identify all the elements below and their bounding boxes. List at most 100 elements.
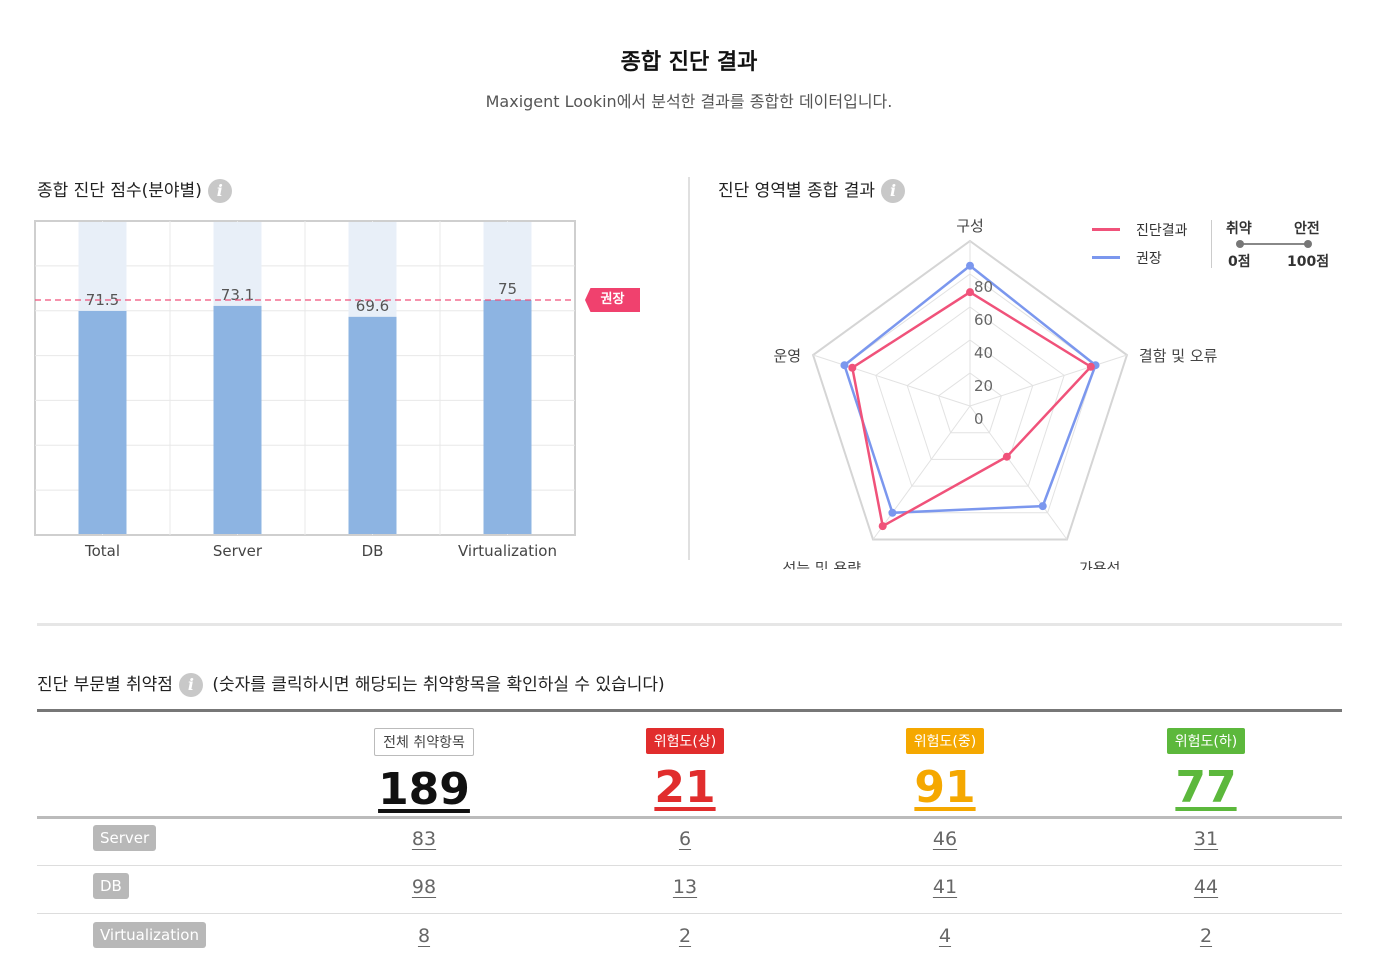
cell-virtualization-high[interactable]: 2: [678, 925, 692, 947]
summary-high-label: 위험도(상): [645, 728, 725, 754]
legend-result-swatch: [1092, 228, 1120, 231]
radar-section-title-text: 진단 영역별 종합 결과: [718, 181, 875, 201]
scale-max-label: 100점: [1287, 254, 1330, 270]
cell-virtualization-total[interactable]: 8: [417, 925, 431, 947]
radar-point: [878, 522, 887, 531]
row-divider: [37, 865, 1342, 866]
radar-tick-label: 20: [974, 377, 993, 395]
cell-server-high[interactable]: 6: [678, 828, 692, 850]
cell-db-low[interactable]: 44: [1193, 876, 1219, 898]
cell-db-total[interactable]: 98: [411, 876, 437, 898]
bar-section-title: 종합 진단 점수(분야별) i: [37, 176, 232, 203]
radar-spoke: [969, 405, 1068, 540]
cell-server-medium[interactable]: 46: [932, 828, 958, 850]
radar-axis-label: 성능 및 용량: [782, 559, 861, 570]
radar-series-line: [843, 264, 1098, 515]
summary-high-value[interactable]: 21: [654, 762, 716, 813]
summary-medium-value[interactable]: 91: [914, 762, 976, 813]
bar-category-label: Virtualization: [458, 542, 557, 560]
radar-tick-label: 80: [974, 278, 993, 296]
summary-low-value[interactable]: 77: [1175, 762, 1237, 813]
bar-chart-bars: 71.5 73.1 69.6 75: [35, 222, 575, 534]
table-row-server: Server: [93, 825, 157, 851]
radar-point: [848, 363, 857, 372]
row-tag-server: Server: [93, 825, 157, 851]
info-icon[interactable]: i: [178, 673, 203, 697]
cell-db-medium[interactable]: 41: [932, 876, 958, 898]
bar-value-label: 71.5: [86, 291, 119, 309]
summary-total: 전체 취약항목 189: [324, 728, 524, 816]
row-tag-virtualization: Virtualization: [93, 922, 206, 948]
page-title: 종합 진단 결과: [620, 50, 758, 75]
table-row-db: DB: [93, 873, 129, 899]
cell-server-total[interactable]: 83: [411, 828, 437, 850]
row-divider: [37, 913, 1342, 914]
radar-axis-label: 결함 및 오류: [1139, 347, 1218, 365]
radar-tick-label: 0: [974, 410, 984, 428]
bar-category-label: Total: [84, 542, 121, 560]
radar-tick-label: 60: [974, 311, 993, 329]
cell-server-low[interactable]: 31: [1193, 828, 1219, 850]
vuln-section-title: 진단 부문별 취약점 i (숫자를 클릭하시면 해당되는 취약항목을 확인하실 수…: [37, 670, 665, 697]
row-tag-db: DB: [93, 873, 129, 899]
bar: [483, 300, 532, 534]
radar-chart-grid: [811, 239, 1129, 541]
summary-low-label: 위험도(하): [1166, 728, 1246, 754]
info-icon[interactable]: i: [880, 179, 905, 203]
radar-axis-label: 가용성: [1079, 559, 1120, 570]
radar-point: [1086, 362, 1095, 371]
legend-recommended-swatch: [1092, 256, 1120, 259]
summary-total-label: 전체 취약항목: [374, 728, 474, 756]
radar-spoke: [872, 405, 971, 540]
table-row-virtualization: Virtualization: [93, 922, 206, 948]
radar-grid-ring: [906, 339, 1034, 460]
radar-point: [966, 261, 974, 270]
bar-value-label: 73.1: [221, 286, 254, 304]
section-divider: [688, 177, 690, 560]
summary-high: 위험도(상) 21: [585, 728, 785, 814]
scale-min-dot: [1236, 240, 1244, 248]
radar-point: [888, 508, 897, 517]
cell-virtualization-low[interactable]: 2: [1199, 925, 1213, 947]
bar-category-label: Server: [212, 542, 263, 560]
radar-tick-label: 40: [974, 344, 993, 362]
radar-axis-label: 구성: [956, 217, 984, 235]
radar-spoke: [812, 354, 971, 407]
bar: [78, 310, 127, 534]
bar-chart-x-labels: Total Server DB Virtualization: [0, 542, 700, 564]
legend-recommended-label: 권장: [1136, 251, 1162, 267]
recommend-badge: 권장: [585, 288, 640, 312]
radar-point: [840, 361, 849, 370]
vuln-section-note: (숫자를 클릭하시면 해당되는 취약항목을 확인하실 수 있습니다): [212, 675, 665, 695]
bar-section-title-text: 종합 진단 점수(분야별): [37, 181, 202, 201]
summary-medium: 위험도(중) 91: [845, 728, 1045, 814]
radar-section-title: 진단 영역별 종합 결과 i: [718, 176, 905, 203]
summary-total-value[interactable]: 189: [378, 764, 470, 815]
bar: [213, 305, 262, 534]
page-subtitle: Maxigent Lookin에서 분석한 결과를 종합한 데이터입니다.: [485, 92, 893, 111]
radar-grid-ring: [875, 306, 1065, 487]
bar-chart: 71.5 73.1 69.6 75: [34, 220, 576, 536]
radar-point: [1002, 452, 1011, 461]
cell-virtualization-medium[interactable]: 4: [938, 925, 952, 947]
radar-axis-label: 운영: [773, 347, 801, 365]
scale-max-dot: [1304, 240, 1312, 248]
table-top-border: [37, 709, 1342, 712]
radar-point: [966, 288, 974, 297]
radar-chart-series: [840, 261, 1100, 531]
scale-weak-label: 취약: [1226, 221, 1252, 237]
bar-category-label: DB: [361, 542, 384, 560]
legend-divider: [1211, 220, 1212, 268]
bar: [348, 316, 397, 534]
bar-value-label: 69.6: [356, 297, 389, 315]
summary-low: 위험도(하) 77: [1106, 728, 1306, 814]
scale-line: [1240, 243, 1308, 245]
cell-db-high[interactable]: 13: [672, 876, 698, 898]
section-separator: [37, 623, 1342, 626]
radar-spoke: [969, 354, 1128, 407]
radar-grid-ring: [938, 372, 1002, 434]
summary-medium-label: 위험도(중): [905, 728, 985, 754]
info-icon[interactable]: i: [207, 179, 232, 203]
